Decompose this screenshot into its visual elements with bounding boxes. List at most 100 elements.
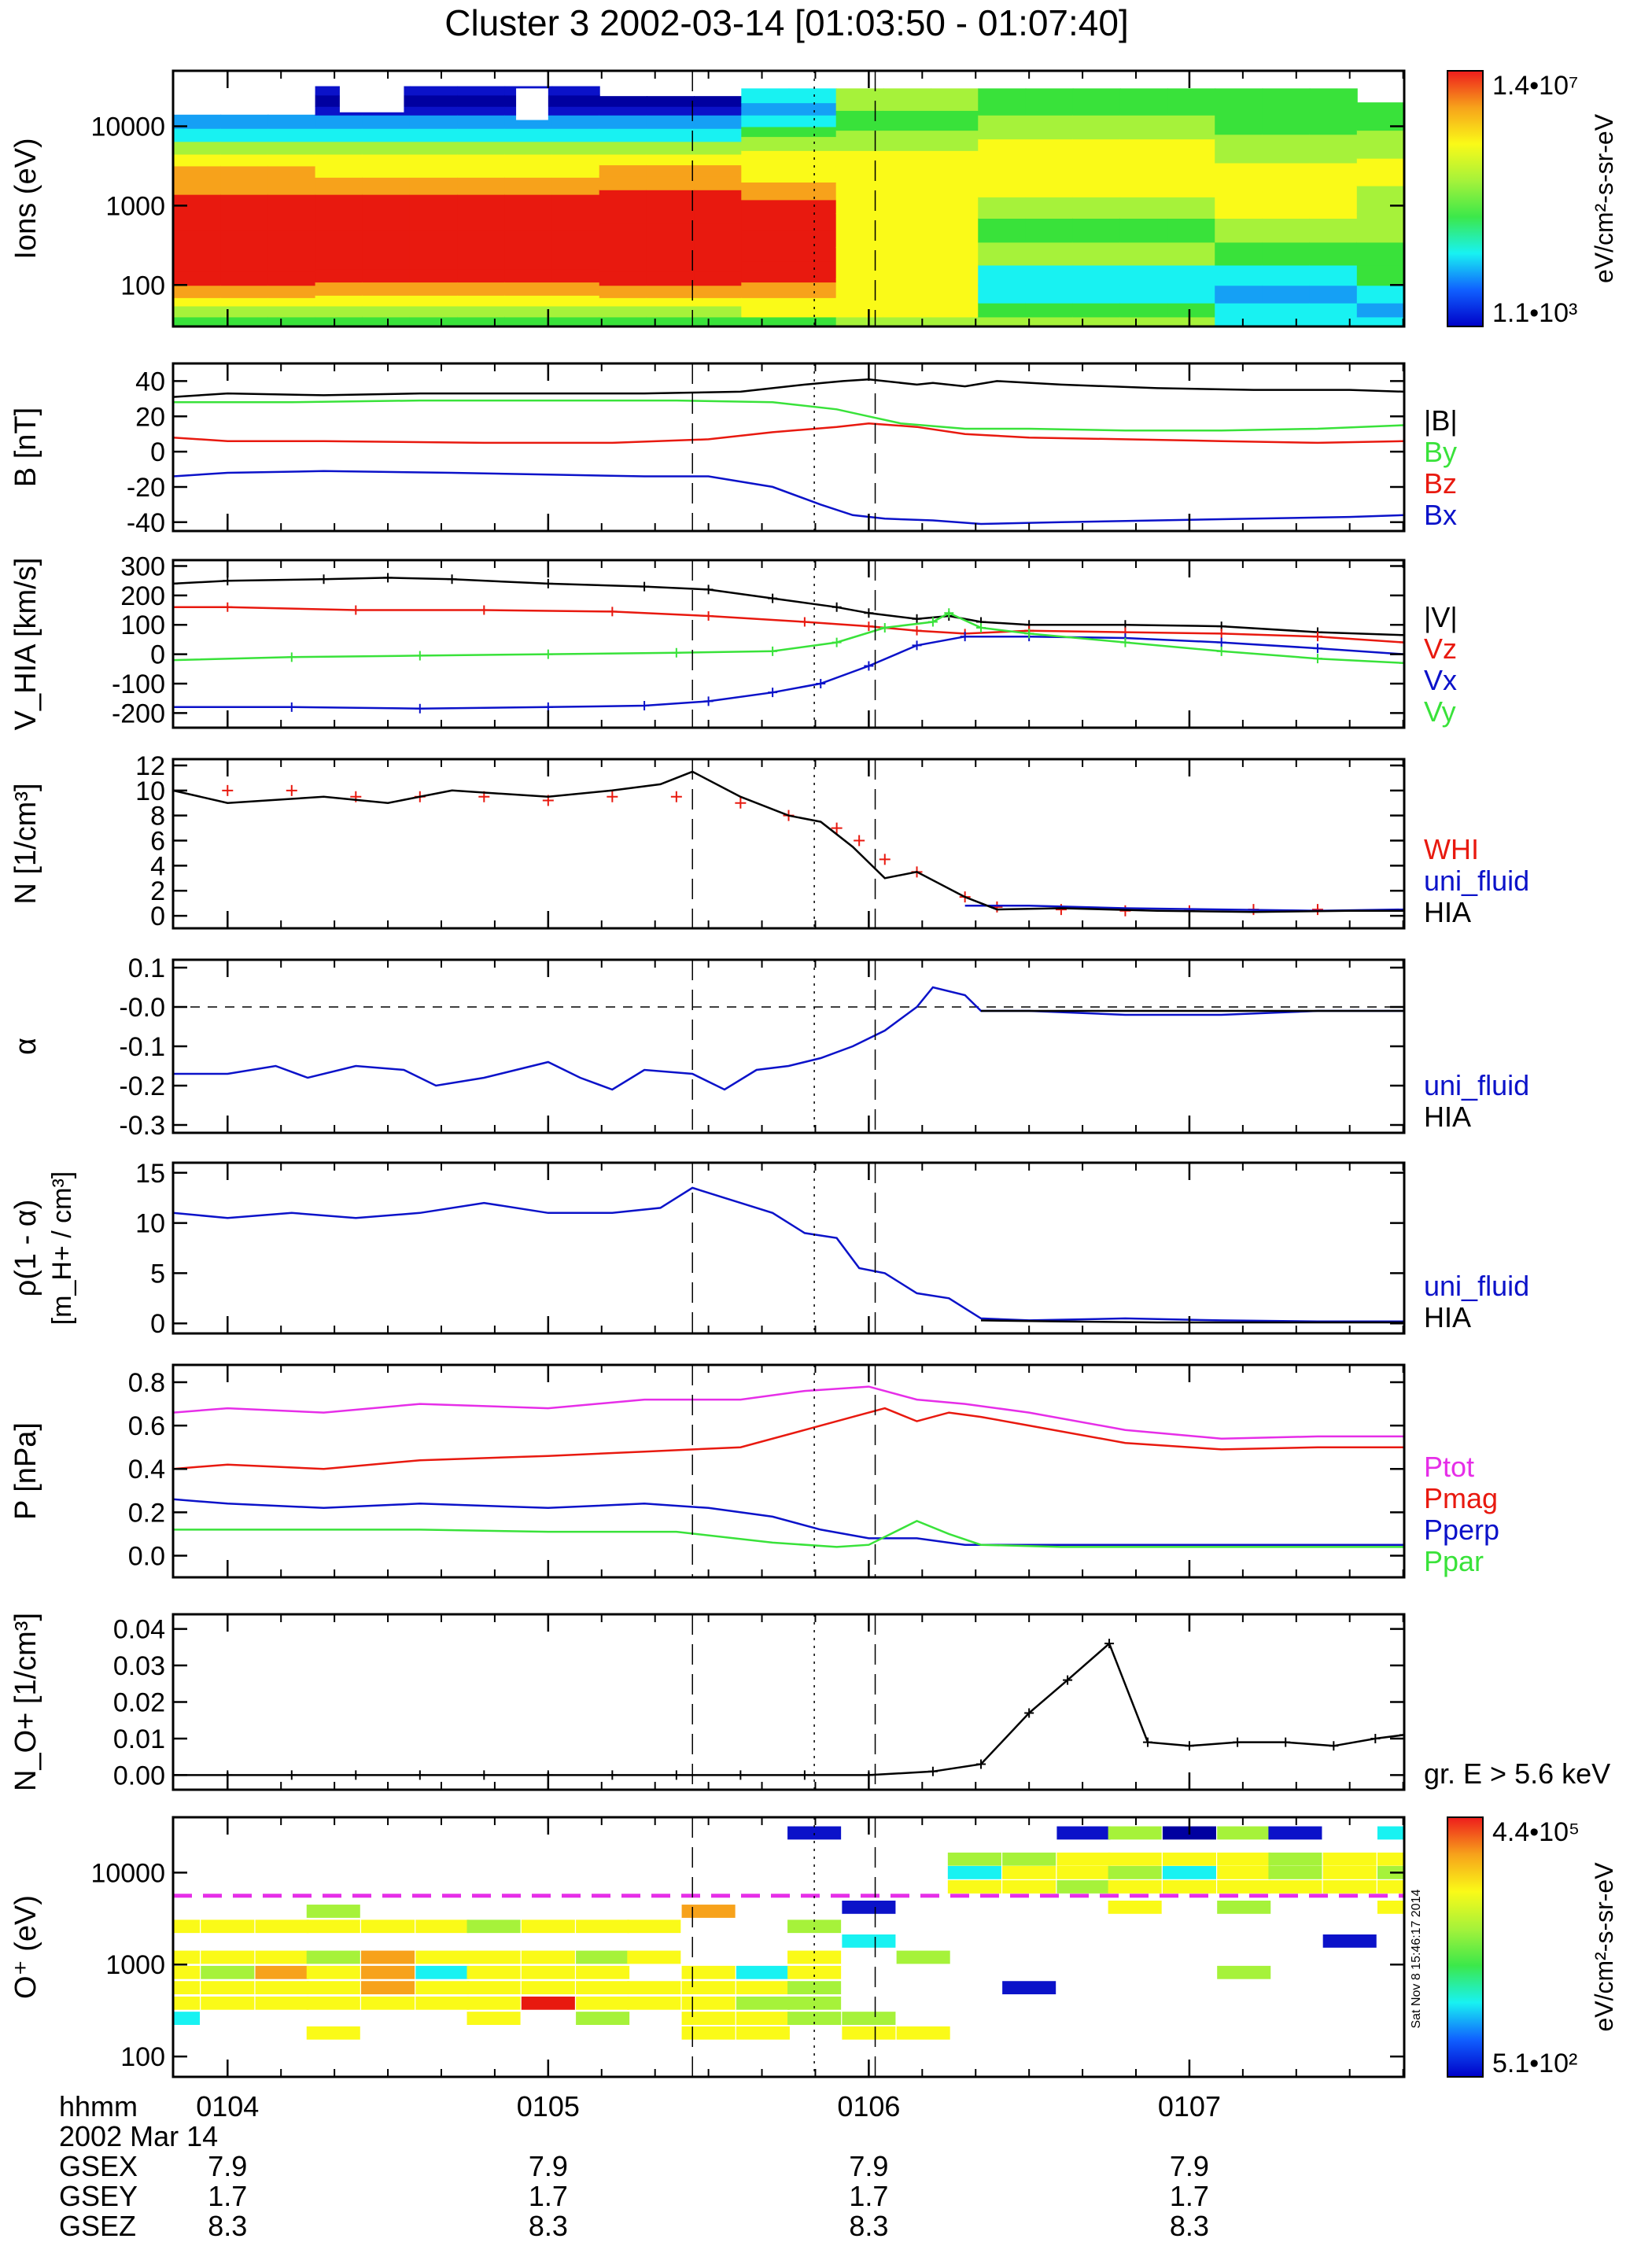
data-point-Vz xyxy=(1312,632,1322,642)
spectrogram-bin xyxy=(551,114,600,129)
spectrogram-bin xyxy=(409,94,459,107)
oplus-bin xyxy=(576,1965,630,1979)
plot-area-density xyxy=(173,770,1404,916)
footer-value: 0104 xyxy=(196,2090,259,2122)
spectrogram-bin xyxy=(1356,185,1404,215)
spectrogram-bin xyxy=(1309,285,1358,304)
spectrogram-bin xyxy=(1025,168,1074,197)
colorbar-unit: eV/cm²-s-sr-eV xyxy=(1590,113,1618,283)
spectrogram-bin xyxy=(1072,218,1121,243)
spectrogram-bin xyxy=(409,294,459,307)
spectrogram-bin xyxy=(883,213,932,249)
y-tick-label: 0.00 xyxy=(113,1761,165,1791)
data-point-gr. E > 5.6 keV xyxy=(1184,1741,1194,1751)
spectrogram-bin xyxy=(788,182,837,201)
footer-value: 8.3 xyxy=(849,2210,888,2242)
spectrogram-bin xyxy=(1167,88,1216,116)
spectrogram-bin xyxy=(1356,213,1404,243)
spectrogram-bin xyxy=(646,114,695,129)
data-point-Vy xyxy=(832,637,842,647)
spectrogram-bin xyxy=(741,297,790,318)
spectrogram-bin xyxy=(220,165,269,179)
oplus-bin xyxy=(255,1996,309,2010)
y-tick-label: 0.03 xyxy=(113,1651,165,1681)
legend-Ptot: Ptot xyxy=(1424,1451,1474,1483)
oplus-bin xyxy=(736,1981,790,1995)
spectrogram-bin xyxy=(646,223,695,272)
spectrogram-gap xyxy=(516,88,548,120)
spectrogram-bin xyxy=(978,218,1027,243)
spectrogram-bin xyxy=(457,127,506,142)
data-point-|V| xyxy=(447,574,457,585)
data-point-Vy xyxy=(415,651,425,661)
panel-frame xyxy=(171,1816,1406,2078)
data-point-gr. E > 5.6 keV xyxy=(671,1770,681,1780)
data-point-Vx xyxy=(1312,644,1322,654)
spectrogram-bin xyxy=(788,297,837,318)
oplus-bin xyxy=(1056,1826,1111,1840)
spectrogram-bin xyxy=(362,282,411,296)
data-point-Vy xyxy=(768,646,778,656)
spectrogram-bin xyxy=(883,109,932,131)
legend-gr. E > 5.6 keV: gr. E > 5.6 keV xyxy=(1424,1757,1610,1790)
spectrogram-bin xyxy=(1025,218,1074,243)
spectrogram-bin xyxy=(835,130,884,151)
spectrogram-bin xyxy=(1119,88,1169,116)
oplus-bin xyxy=(1322,1865,1377,1879)
oplus-bin xyxy=(466,1950,521,1964)
oplus-bin xyxy=(627,1950,681,1964)
data-point-WHI xyxy=(1311,904,1323,916)
data-point-|V| xyxy=(912,614,922,624)
spectrogram-bin xyxy=(1215,162,1263,193)
data-point-Vx xyxy=(864,661,874,671)
spectrogram-bin xyxy=(599,105,647,116)
spectrogram-bin xyxy=(1167,242,1216,266)
spectrogram-bin xyxy=(1262,285,1311,304)
spectrogram-bin xyxy=(978,285,1027,304)
oplus-bin xyxy=(787,1826,842,1840)
panel-frame xyxy=(171,1613,1406,1791)
spectrogram-bin xyxy=(409,176,459,195)
spectrogram-bin xyxy=(362,305,411,318)
oplus-bin xyxy=(466,1920,521,1934)
spectrogram-bin xyxy=(457,86,506,96)
oplus-bin xyxy=(466,1965,521,1979)
panel-oplus: 100 1000 10000 O⁺ (eV) 4.4•10⁵ 5.1•10² eV/cm²-… xyxy=(9,1816,1618,2078)
oplus-bin xyxy=(1268,1852,1322,1866)
spectrogram-bin xyxy=(267,285,316,298)
spectrogram-bin xyxy=(1025,114,1074,140)
data-point-gr. E > 5.6 keV xyxy=(1142,1737,1152,1747)
spectrogram-bin xyxy=(883,88,932,111)
oplus-bin xyxy=(1108,1880,1162,1894)
spectrogram-bin xyxy=(315,114,363,129)
panel-frame xyxy=(171,362,1406,533)
spectrogram-bin xyxy=(694,189,743,224)
spectrogram-bin xyxy=(267,114,316,129)
spectrogram-bin xyxy=(220,127,269,142)
spectrogram-bin xyxy=(978,316,1027,326)
oplus-bin xyxy=(947,1852,1001,1866)
spectrogram-bin xyxy=(409,164,459,178)
spectrogram-bin xyxy=(1262,162,1311,193)
y-axis-label: P [nPa] xyxy=(9,1422,42,1520)
y-tick-label: 40 xyxy=(135,367,165,396)
spectrogram-bin xyxy=(504,316,553,326)
spectrogram-bin xyxy=(1356,302,1404,318)
data-point-Vy xyxy=(543,649,553,659)
spectrogram-bin xyxy=(883,130,932,151)
oplus-bin xyxy=(361,1981,415,1995)
spectrogram-bin xyxy=(978,138,1027,169)
spectrogram-bin xyxy=(741,114,790,127)
spectrogram-bin xyxy=(599,316,647,326)
oplus-bin xyxy=(736,1965,790,1979)
spectrogram-bin xyxy=(978,264,1027,286)
y-axis-label-units: [m_H+ / cm³] xyxy=(47,1171,77,1326)
spectrogram-bin xyxy=(409,141,459,155)
spectrogram-bin xyxy=(1167,285,1216,304)
y-tick-label: 0.0 xyxy=(128,1541,165,1571)
legend-uni_fluid: uni_fluid xyxy=(1424,1270,1529,1302)
oplus-bin xyxy=(1268,1826,1322,1840)
spectrogram-bin xyxy=(694,297,743,307)
